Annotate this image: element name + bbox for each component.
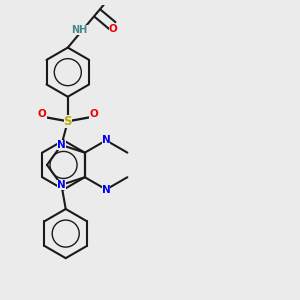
Text: N: N	[57, 140, 66, 150]
Text: O: O	[38, 109, 46, 119]
Text: O: O	[89, 109, 98, 119]
Text: N: N	[57, 180, 66, 190]
Text: NH: NH	[71, 25, 88, 35]
Text: S: S	[64, 115, 72, 128]
Text: N: N	[102, 184, 110, 194]
Text: N: N	[102, 135, 110, 146]
Text: O: O	[109, 24, 117, 34]
